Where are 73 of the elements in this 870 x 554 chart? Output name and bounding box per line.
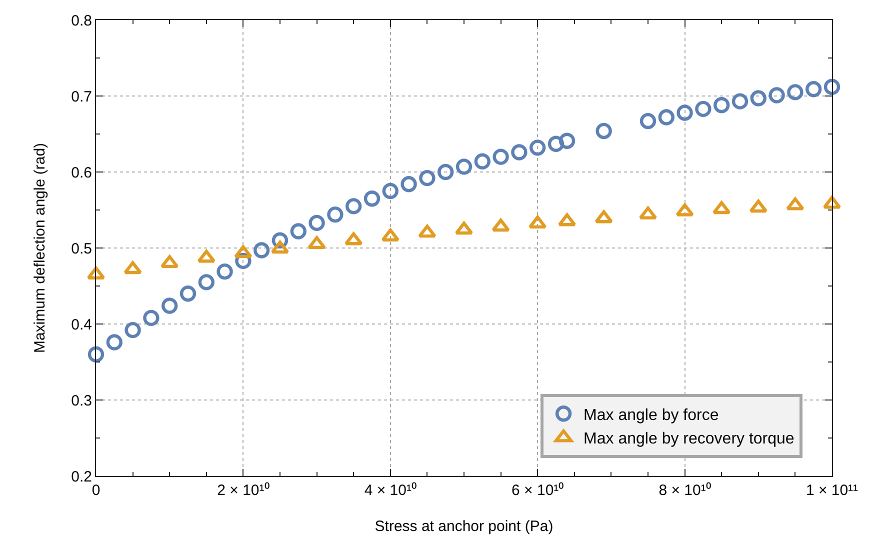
- point: [822, 196, 842, 209]
- point: [676, 203, 694, 216]
- point: [676, 104, 693, 121]
- point: [492, 148, 509, 165]
- point: [160, 255, 179, 268]
- x-tick-label: 0: [92, 482, 100, 499]
- point: [806, 81, 822, 98]
- point: [400, 176, 417, 192]
- x-tick-label: 1 × 10¹¹: [806, 482, 858, 499]
- point: [124, 322, 141, 338]
- point: [749, 200, 768, 213]
- point: [88, 346, 104, 362]
- point: [768, 87, 785, 104]
- y-tick-label: 0.2: [71, 468, 92, 486]
- point: [558, 132, 576, 149]
- point: [124, 261, 142, 274]
- point: [308, 214, 325, 232]
- point: [419, 170, 436, 186]
- y-tick-label: 0.8: [71, 12, 92, 30]
- point: [308, 236, 326, 250]
- point: [344, 232, 363, 246]
- y-tick-label: 0.3: [71, 392, 92, 410]
- point: [180, 286, 196, 302]
- point: [596, 122, 612, 140]
- point: [197, 250, 216, 263]
- point: [712, 201, 731, 214]
- legend-label: Max angle by recovery torque: [584, 430, 794, 448]
- x-axis-title: Stress at anchor point (Pa): [374, 518, 554, 535]
- point: [454, 222, 474, 235]
- point: [327, 206, 344, 223]
- y-tick-label: 0.6: [71, 164, 92, 182]
- x-tick-label: 6 × 10¹⁰: [512, 482, 564, 499]
- point: [143, 310, 160, 326]
- x-tick-label: 8 × 10¹⁰: [658, 482, 711, 499]
- point: [456, 158, 472, 175]
- point: [254, 242, 270, 258]
- point: [787, 84, 804, 100]
- point: [594, 210, 613, 224]
- y-tick-label: 0.7: [71, 88, 92, 106]
- point: [346, 198, 362, 214]
- point: [290, 223, 306, 240]
- point: [714, 97, 730, 114]
- point: [418, 224, 436, 238]
- point: [824, 78, 840, 95]
- point: [732, 93, 748, 110]
- point: [364, 190, 380, 207]
- point: [558, 213, 576, 226]
- point: [234, 245, 252, 258]
- y-tick-label: 0.4: [71, 316, 92, 334]
- point: [270, 240, 290, 254]
- point: [198, 274, 214, 290]
- point: [438, 164, 454, 180]
- point: [640, 112, 656, 130]
- point: [786, 197, 804, 210]
- y-tick-label: 0.5: [71, 240, 92, 258]
- point: [474, 153, 490, 170]
- point: [106, 334, 122, 350]
- point: [548, 136, 564, 152]
- point: [511, 144, 528, 160]
- point: [216, 263, 233, 280]
- legend-label: Max angle by force: [584, 406, 719, 424]
- point: [530, 140, 546, 156]
- point: [658, 109, 674, 126]
- point: [750, 90, 766, 106]
- point: [162, 298, 178, 314]
- point: [528, 216, 547, 229]
- point: [695, 100, 712, 118]
- point: [382, 182, 398, 200]
- point: [638, 206, 658, 220]
- point: [492, 218, 510, 232]
- x-tick-label: 2 × 10¹⁰: [217, 482, 270, 499]
- x-tick-label: 4 × 10¹⁰: [364, 482, 416, 499]
- y-axis-title: Maximum deflection angle (rad): [31, 142, 48, 354]
